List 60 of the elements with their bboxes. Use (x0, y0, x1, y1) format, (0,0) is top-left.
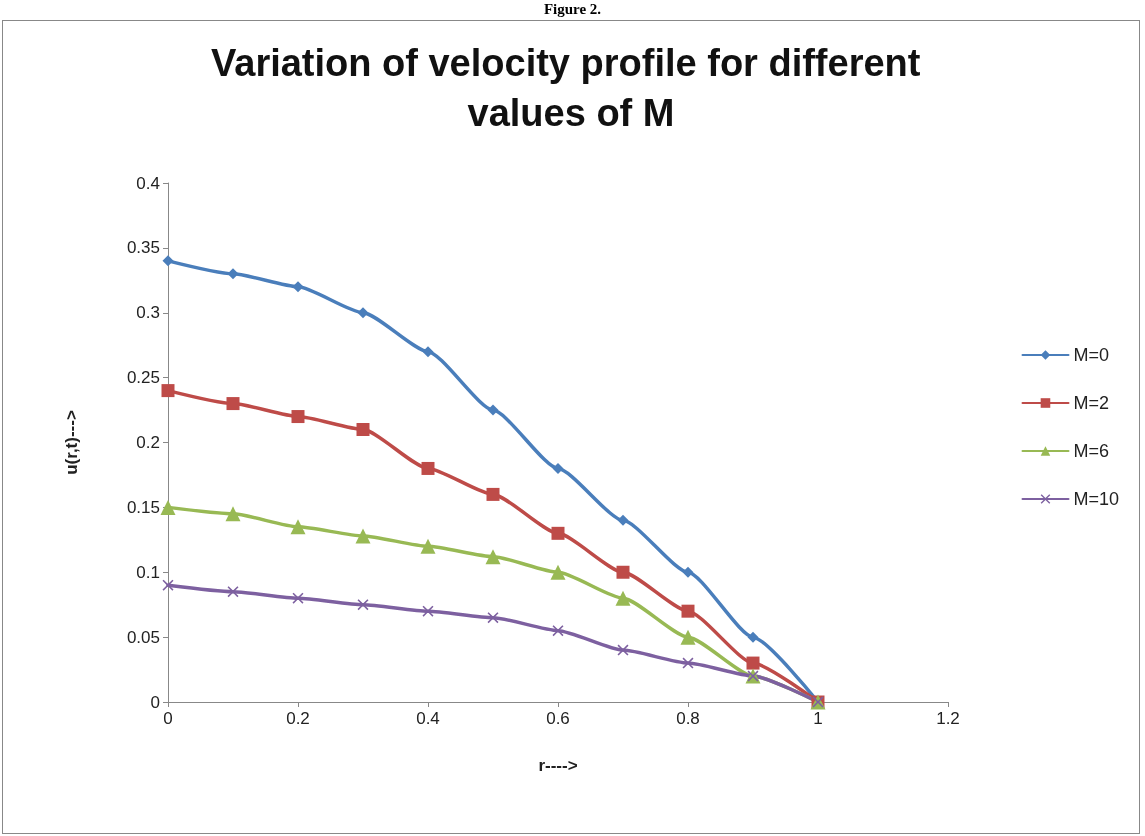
point (292, 592, 304, 604)
point (616, 565, 630, 579)
y-tick-label: 0.15 (126, 497, 160, 517)
point (487, 404, 499, 416)
point (552, 625, 564, 637)
point (421, 461, 435, 475)
point (487, 612, 499, 624)
legend-label: M=2 (1073, 393, 1109, 413)
point (226, 397, 240, 411)
point (355, 528, 371, 544)
x-tick-label: 0 (163, 709, 173, 728)
point (162, 255, 174, 267)
point (486, 487, 500, 501)
legend-label: M=0 (1073, 345, 1109, 365)
x-tick-label: 1.2 (936, 709, 960, 728)
point (356, 423, 370, 437)
y-tick-label: 0 (150, 692, 160, 712)
caption: Figure 2. (542, 1, 603, 18)
point (225, 506, 241, 522)
x-tick-label: 0.6 (546, 709, 570, 728)
point (680, 629, 696, 645)
y-tick-label: 0.1 (136, 562, 160, 582)
point (357, 599, 369, 611)
point (746, 656, 760, 670)
x-tick-label: 0.4 (416, 709, 440, 728)
point (615, 590, 631, 606)
y-tick-label: 0.05 (126, 627, 160, 647)
x-axis-title: r----> (538, 756, 578, 775)
y-tick-label: 0.2 (136, 433, 160, 452)
point (291, 410, 305, 424)
y-tick-label: 0.4 (136, 173, 160, 193)
y-tick-label: 0.25 (126, 368, 160, 388)
point (617, 514, 629, 526)
point (162, 579, 174, 591)
point (617, 644, 629, 656)
point (550, 564, 566, 580)
y-tick-label: 0.3 (136, 303, 160, 323)
point (160, 499, 176, 515)
point (747, 631, 759, 643)
point (357, 307, 369, 319)
point (227, 586, 239, 598)
legend-label: M=6 (1073, 441, 1109, 461)
point (422, 605, 434, 617)
point (422, 346, 434, 358)
point (161, 384, 175, 398)
point (682, 566, 694, 578)
x-tick-label: 1 (813, 709, 823, 728)
point (551, 526, 565, 540)
point (552, 462, 564, 474)
point (420, 538, 436, 554)
legend-label: M=10 (1073, 489, 1119, 509)
point (290, 519, 306, 535)
point (485, 549, 501, 565)
point (681, 604, 695, 618)
point (682, 657, 694, 669)
x-tick-label: 0.2 (286, 709, 310, 728)
x-tick-label: 0.8 (676, 709, 700, 728)
y-tick-label: 0.35 (126, 238, 160, 258)
y-axis-title: u(r,t)---> (62, 410, 81, 475)
chart-title: Variation of velocity profile for different values of M (211, 42, 931, 134)
